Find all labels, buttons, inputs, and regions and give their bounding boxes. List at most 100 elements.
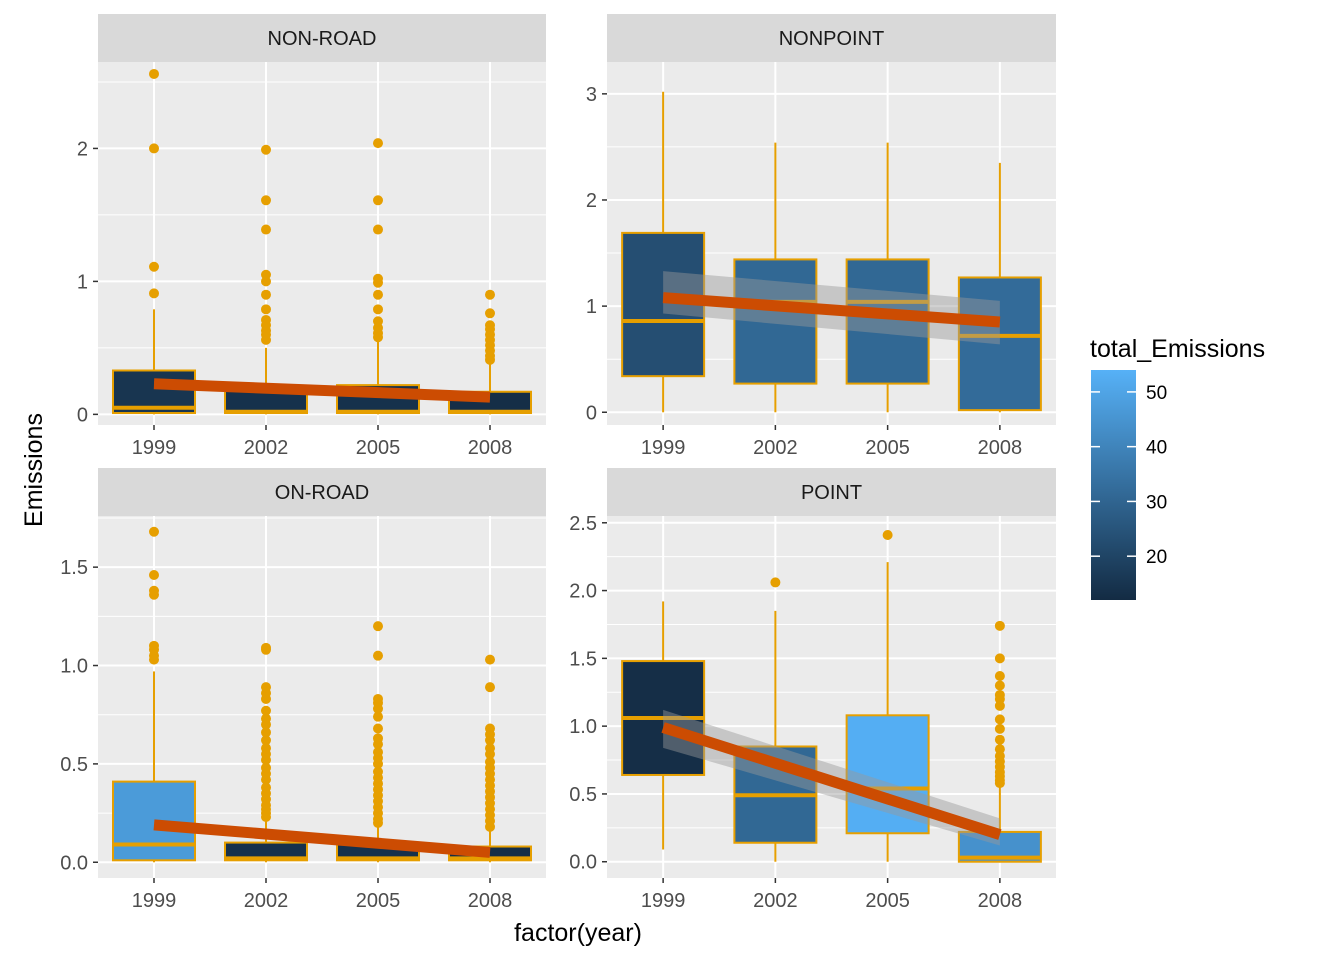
outlier-point	[770, 577, 781, 588]
y-tick-label: 0.5	[60, 754, 88, 776]
legend-colorbar	[1091, 370, 1136, 600]
outlier-point	[261, 314, 271, 325]
outlier-point	[149, 68, 159, 79]
box-2008	[957, 162, 1042, 413]
x-tick-label: 2005	[865, 437, 910, 459]
outlier-point	[994, 714, 1005, 725]
outlier-point	[373, 195, 383, 206]
outlier-point	[149, 585, 159, 596]
outlier-point	[261, 743, 271, 754]
panel-background	[98, 62, 546, 425]
x-tick-label: 2002	[244, 890, 289, 912]
legend-title: total_Emissions	[1090, 335, 1265, 363]
x-tick-label: 2002	[753, 437, 798, 459]
outlier-point	[149, 640, 159, 651]
box-1999	[621, 601, 706, 850]
facet-panels: NON-ROAD 0 1 2 1999 2002 2005 2008 NONPOINT 0 1 2 3 1…	[60, 14, 1056, 912]
outlier-point	[485, 723, 495, 734]
outlier-point	[485, 756, 495, 767]
box-body	[845, 714, 930, 835]
outlier-point	[261, 269, 271, 280]
y-tick-label: 2.0	[569, 581, 597, 603]
outlier-point	[485, 682, 495, 693]
outlier-point	[261, 713, 271, 724]
y-tick-label: 1	[586, 296, 597, 318]
box-2005	[845, 529, 930, 862]
y-tick-label: 0.0	[569, 852, 597, 874]
facet-strip	[607, 14, 1056, 62]
outlier-point	[994, 734, 1005, 745]
y-tick-label: 1.5	[569, 648, 597, 670]
outlier-point	[994, 744, 1005, 755]
outlier-point	[373, 138, 383, 149]
outlier-point	[261, 642, 271, 653]
box-2002	[733, 142, 818, 413]
y-tick-label: 0.5	[569, 784, 597, 806]
x-tick-label: 1999	[641, 437, 686, 459]
outlier-point	[994, 653, 1005, 664]
trend-line	[153, 378, 491, 403]
outlier-point	[261, 705, 271, 716]
outlier-point	[373, 304, 383, 315]
y-tick-label: 1.0	[569, 716, 597, 738]
y-tick-label: 0.0	[60, 852, 88, 874]
panel-nonpoint: NONPOINT 0 1 2 3 1999 2002 2005 2008	[586, 14, 1056, 459]
box-body	[957, 276, 1042, 412]
outlier-point	[261, 289, 271, 300]
x-tick-label: 2008	[978, 890, 1023, 912]
outlier-point	[882, 529, 893, 540]
outlier-point	[373, 723, 383, 734]
x-tick-label: 2005	[865, 890, 910, 912]
outlier-point	[485, 320, 495, 331]
outlier-point	[373, 766, 383, 777]
facet-strip-label: NON-ROAD	[268, 28, 377, 50]
box-2008	[957, 620, 1042, 863]
legend-tick-label: 30	[1146, 492, 1167, 513]
box-2005	[845, 142, 930, 413]
outlier-point	[994, 670, 1005, 681]
outlier-point	[373, 621, 383, 632]
y-tick-label: 3	[586, 84, 597, 106]
facet-strip-label: NONPOINT	[779, 28, 885, 50]
outlier-point	[994, 620, 1005, 631]
outlier-point	[261, 682, 271, 693]
outlier-point	[373, 650, 383, 661]
outlier-point	[149, 570, 159, 581]
outlier-point	[994, 689, 1005, 700]
x-tick-label: 2002	[753, 890, 798, 912]
box-2008	[448, 289, 532, 415]
outlier-point	[373, 711, 383, 722]
outlier-point	[485, 289, 495, 300]
legend-ticks: 20 30 40 50	[1091, 383, 1167, 568]
x-tick-label: 1999	[132, 437, 177, 459]
trend-line	[662, 292, 1001, 328]
outlier-point	[373, 316, 383, 327]
outlier-point	[149, 143, 159, 154]
outlier-point	[373, 733, 383, 744]
facet-strip	[98, 14, 546, 62]
x-tick-label: 2005	[356, 437, 401, 459]
y-tick-label: 2.5	[569, 513, 597, 535]
outlier-point	[373, 224, 383, 235]
y-tick-label: 0	[77, 404, 88, 426]
box-body	[733, 258, 818, 385]
outlier-point	[373, 289, 383, 300]
outlier-point	[994, 723, 1005, 734]
y-axis-title: Emissions	[20, 413, 48, 527]
box-1999	[112, 526, 196, 863]
outlier-point	[261, 304, 271, 315]
x-tick-label: 1999	[641, 890, 686, 912]
legend: total_Emissions 20 30 40 50	[1090, 335, 1265, 600]
x-tick-label: 2008	[468, 890, 513, 912]
outlier-point	[373, 693, 383, 704]
facet-strip	[98, 468, 546, 516]
outlier-point	[994, 680, 1005, 691]
y-tick-label: 2	[77, 138, 88, 160]
legend-tick-label: 40	[1146, 438, 1167, 459]
panel-point: POINT 0.0 0.5 1.0 1.5 2.0 2.5 1999 2002 2005 2008	[569, 468, 1056, 912]
y-tick-label: 1	[77, 271, 88, 293]
box-2005	[336, 621, 420, 863]
outlier-point	[485, 743, 495, 754]
x-tick-label: 2002	[244, 437, 289, 459]
